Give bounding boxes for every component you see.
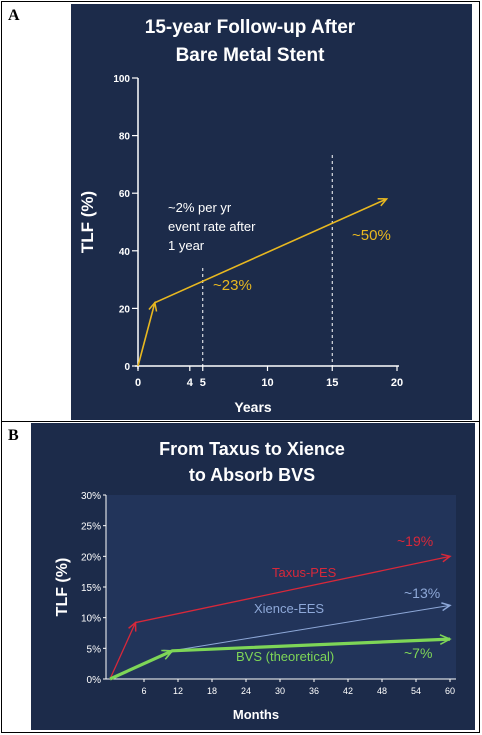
chart-a-arrow-head: [148, 300, 158, 312]
chart-a-y-tick-label: 80: [119, 132, 131, 143]
chart-a-x-tick-label: 5: [200, 377, 206, 389]
chart-b-x-tick-label: 12: [173, 686, 183, 696]
chart-a-note-line: event rate after: [168, 219, 256, 234]
chart-b-plot-area: [106, 495, 456, 679]
chart-b-annotation: ~7%: [404, 645, 432, 661]
chart-b-x-label: Months: [233, 707, 279, 722]
chart-a-annotation: ~50%: [352, 227, 391, 244]
chart-b-arrow-head: [441, 602, 452, 612]
chart-a-x-tick-label: 20: [391, 377, 403, 389]
chart-a-y-tick-label: 100: [113, 74, 130, 85]
chart-a-title-line-1: 15-year Follow-up After: [145, 17, 356, 38]
chart-b-x-tick-label: 18: [207, 686, 217, 696]
chart-b-x-tick-label: 54: [411, 686, 421, 696]
chart-b-arrow-head: [161, 649, 174, 660]
chart-b-arrow-head: [128, 621, 137, 632]
chart-b-arrow-head: [441, 553, 452, 563]
chart-a-note-line: ~2% per yr: [168, 200, 232, 215]
chart-a-x-tick-label: 10: [261, 377, 273, 389]
chart-b-x-tick-label: 30: [275, 686, 285, 696]
chart-b-series-label: Taxus-PES: [272, 565, 337, 580]
chart-b-y-tick-label: 5%: [87, 644, 102, 655]
chart-b-y-tick-label: 20%: [81, 552, 101, 563]
chart-a-y-tick-label: 20: [119, 304, 131, 315]
chart-b-annotation: ~13%: [404, 585, 440, 601]
chart-b-arrow-head: [439, 634, 452, 645]
chart-a-y-label: TLF (%): [78, 191, 97, 253]
chart-b-y-tick-label: 25%: [81, 522, 101, 533]
chart-a-y-tick-label: 0: [124, 362, 130, 373]
chart-a-x-tick-label: 4: [187, 377, 194, 389]
chart-a-background: [71, 4, 472, 420]
chart-b-x-tick-label: 60: [445, 686, 455, 696]
panel-divider: [1, 421, 480, 422]
chart-b-y-label: TLF (%): [54, 558, 71, 617]
chart-b-y-tick-label: 0%: [87, 675, 102, 686]
chart-a-x-tick-label: 0: [135, 377, 141, 389]
chart-a-annotation: ~23%: [213, 277, 252, 294]
chart-a-x-tick-label: 15: [326, 377, 338, 389]
chart-b-y-tick-label: 10%: [81, 614, 101, 625]
chart-b-x-tick-label: 48: [377, 686, 387, 696]
panel-b-letter: B: [8, 427, 19, 444]
chart-a-y-tick-label: 40: [119, 247, 131, 258]
chart-a-y-tick-label: 60: [119, 189, 131, 200]
panel-a-letter: A: [8, 7, 20, 24]
chart-a-note-line: 1 year: [168, 238, 205, 253]
chart-b-y-tick-label: 30%: [81, 491, 101, 502]
chart-b-title-line-2: to Absorb BVS: [189, 465, 315, 485]
chart-b-title-line-1: From Taxus to Xience: [159, 439, 345, 459]
chart-a-title-line-2: Bare Metal Stent: [176, 45, 326, 66]
chart-b-y-tick-label: 15%: [81, 583, 101, 594]
chart-b-x-tick-label: 42: [343, 686, 353, 696]
chart-b-series-label: BVS (theoretical): [236, 649, 334, 664]
chart-b-x-tick-label: 24: [241, 686, 251, 696]
chart-b-x-tick-label: 36: [309, 686, 319, 696]
chart-b-series-label: Xience-EES: [254, 601, 324, 616]
chart-a-x-label: Years: [234, 399, 272, 415]
chart-a-arrow-head: [377, 197, 389, 207]
chart-b-x-tick-label: 6: [141, 686, 146, 696]
chart-b-annotation: ~19%: [397, 533, 433, 549]
